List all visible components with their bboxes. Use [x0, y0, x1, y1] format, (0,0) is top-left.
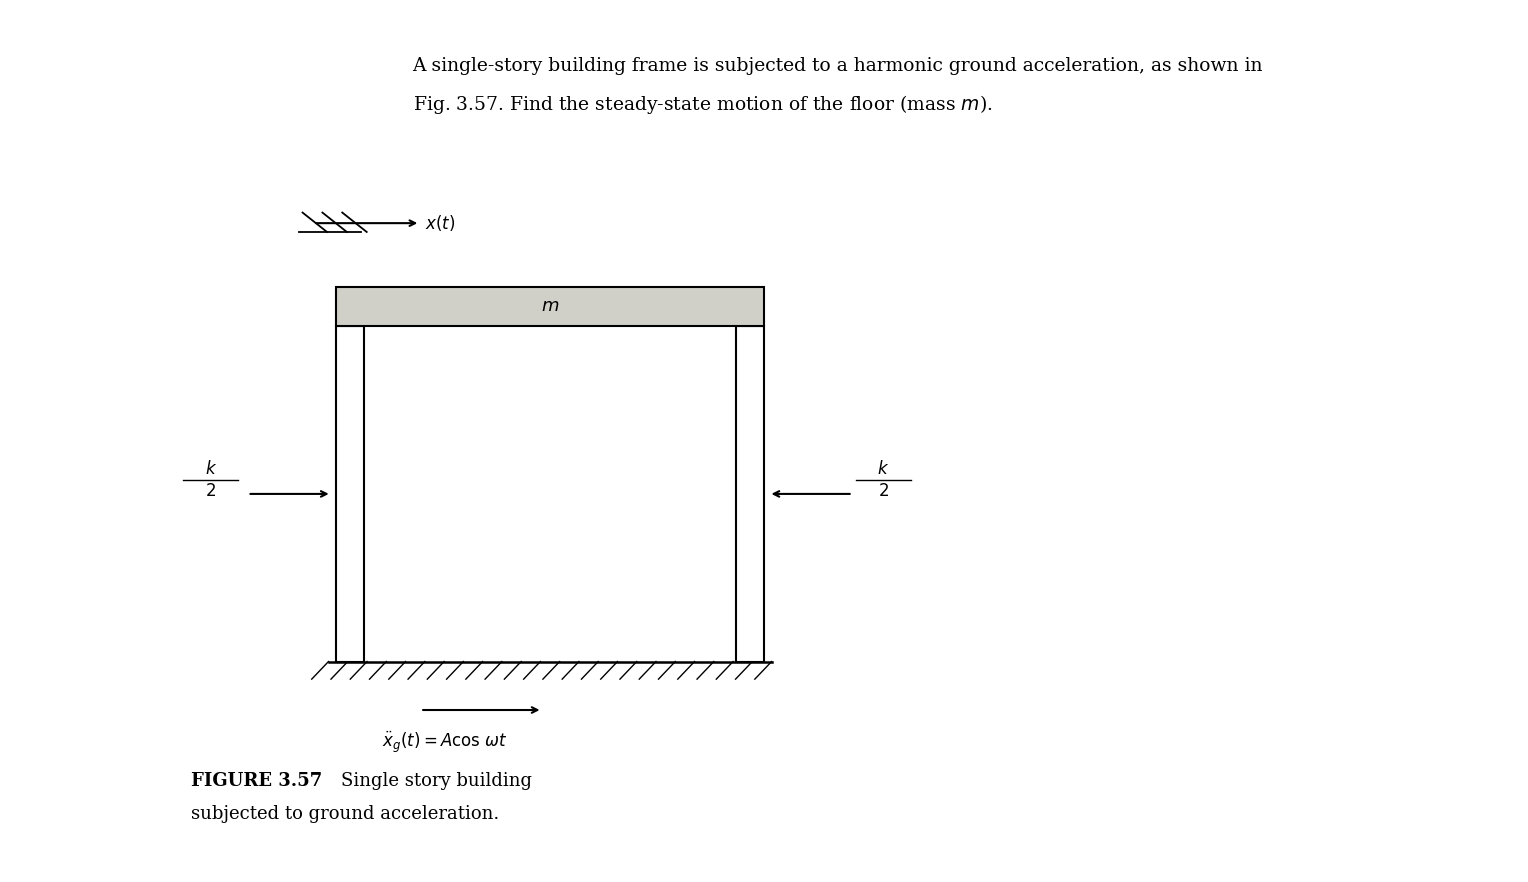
- Bar: [736, 326, 764, 662]
- Text: $2$: $2$: [205, 483, 217, 500]
- Text: $k$: $k$: [205, 460, 217, 478]
- Text: Single story building: Single story building: [341, 772, 532, 789]
- Text: A single-story building frame is subjected to a harmonic ground acceleration, as: A single-story building frame is subject…: [413, 57, 1264, 75]
- Bar: [336, 326, 364, 662]
- Text: subjected to ground acceleration.: subjected to ground acceleration.: [191, 805, 500, 823]
- Bar: [336, 287, 764, 326]
- Text: $m$: $m$: [541, 297, 559, 316]
- Text: $x(t)$: $x(t)$: [425, 213, 455, 233]
- Text: FIGURE 3.57: FIGURE 3.57: [191, 772, 322, 789]
- Text: $2$: $2$: [877, 483, 889, 500]
- Text: Fig. 3.57. Find the steady-state motion of the floor (mass $m$).: Fig. 3.57. Find the steady-state motion …: [413, 93, 992, 116]
- Text: $k$: $k$: [877, 460, 889, 478]
- Text: $\ddot{x}_g(t) = A\cos\,\omega t$: $\ddot{x}_g(t) = A\cos\,\omega t$: [382, 729, 507, 755]
